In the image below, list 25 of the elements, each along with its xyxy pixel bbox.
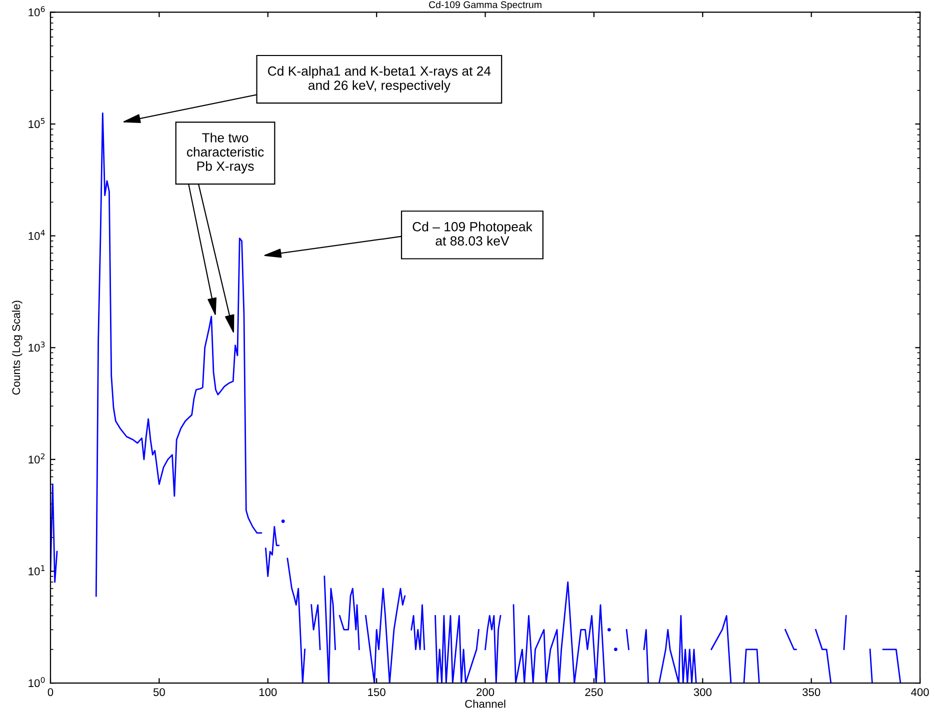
x-tick-label: 200 — [476, 688, 494, 696]
point — [607, 628, 611, 632]
y-tick-label: 10$^{5}$ — [28, 118, 45, 128]
x-axis-title: Channel — [465, 700, 506, 708]
x-tick-label: 400 — [911, 688, 929, 696]
x-tick-label: 300 — [694, 688, 712, 696]
point — [614, 648, 618, 652]
y-tick-label: 10$^{6}$ — [28, 6, 45, 16]
annotation: The two characteristic Pb X-rays — [186, 132, 264, 174]
y-tick-label: 10$^{0}$ — [28, 676, 45, 688]
annotation: Cd K-alpha1 and K-beta1 X-rays at 24 and 26 keV, respectively — [268, 66, 491, 93]
y-tick-label: 10$^{2}$ — [28, 453, 44, 464]
x-tick-label: 150 — [368, 688, 386, 696]
y-tick-label: 10$^{4}$ — [28, 230, 45, 240]
chart-title: Cd-109 Gamma Spectrum — [429, 1, 542, 10]
annotation: Cd – 109 Photopeak at 88.03 keV — [412, 222, 532, 246]
point — [281, 520, 285, 523]
y-tick-label: 10$^{1}$ — [28, 565, 45, 576]
x-tick-label: 100 — [259, 688, 277, 696]
x-tick-label: 50 — [153, 688, 165, 696]
x-tick-label: 0 — [48, 688, 54, 696]
y-tick-label: 10$^{3}$ — [28, 342, 45, 352]
y-axis-title: Counts (Log Scale) — [12, 300, 22, 395]
x-tick-label: 250 — [585, 688, 603, 696]
x-tick-label: 350 — [802, 688, 820, 696]
